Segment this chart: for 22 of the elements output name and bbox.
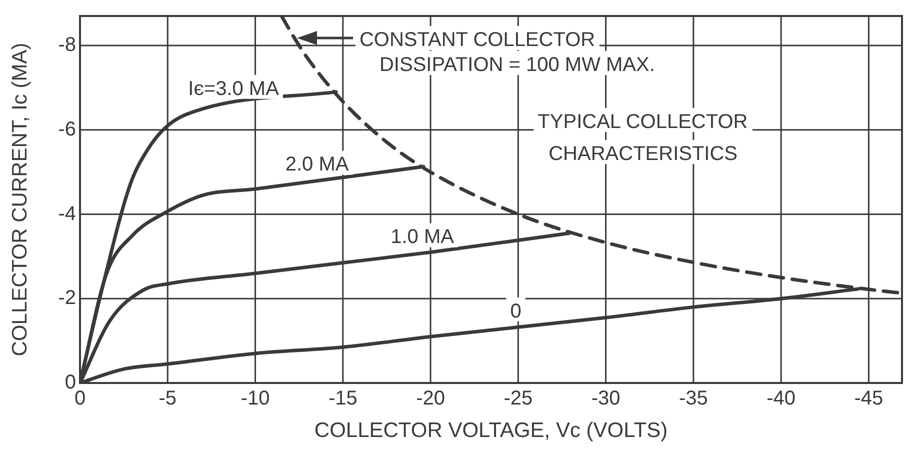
x-tick-label: -25 — [504, 388, 533, 410]
x-tick-label: -45 — [854, 388, 884, 410]
series-label: 0 — [510, 300, 522, 322]
y-tick-label: -4 — [58, 202, 76, 225]
series-label: Iє=3.0 MA — [188, 78, 280, 100]
y-tick-label: -2 — [58, 287, 76, 310]
text: TYPICAL COLLECTOR CHARACTERISTICS — [538, 111, 748, 165]
x-tick-label: -5 — [158, 388, 177, 410]
x-axis-title: COLLECTOR VOLTAGE, Vc (VOLTS) — [314, 419, 668, 442]
annotation: CONSTANT COLLECTOR DISSIPATION = 100 MW MAX. — [359, 29, 655, 76]
series-label: 1.0 MA — [390, 226, 455, 248]
x-tick-label: -15 — [328, 388, 358, 410]
y-tick-label: 0 — [64, 372, 76, 394]
y-tick-label: -6 — [58, 118, 76, 140]
x-tick-label: -20 — [416, 388, 445, 410]
x-tick-label: -40 — [766, 388, 796, 410]
y-tick-label: -8 — [58, 34, 76, 56]
series-label: 2.0 MA — [285, 154, 350, 176]
x-tick-label: -10 — [240, 388, 270, 410]
x-tick-label: -35 — [678, 388, 708, 410]
x-tick-label: -30 — [591, 388, 620, 410]
y-axis-title: COLLECTOR CURRENT, Ic (MA) — [8, 42, 32, 356]
